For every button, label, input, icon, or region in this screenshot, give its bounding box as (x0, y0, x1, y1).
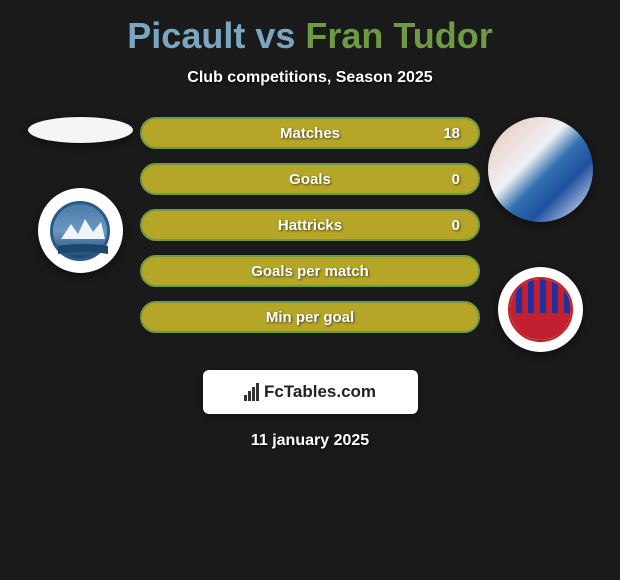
player2-avatar (488, 117, 593, 222)
comparison-card: Picault vs Fran Tudor Club competitions,… (0, 0, 620, 465)
watermark[interactable]: FcTables.com (203, 370, 418, 414)
stat-bar-goals: Goals 0 (140, 163, 480, 195)
rakow-logo (508, 277, 573, 342)
player1-column (20, 117, 140, 273)
stat-bars: Matches 18 Goals 0 Hattricks 0 Goals per match… (140, 117, 480, 333)
page-title: Picault vs Fran Tudor (127, 15, 492, 57)
stat-bar-goals-per-match: Goals per match (140, 255, 480, 287)
stat-value-player2: 18 (443, 125, 460, 142)
stat-value-player2: 0 (452, 171, 460, 188)
player2-name: Fran Tudor (305, 15, 492, 56)
date-text: 11 january 2025 (251, 432, 369, 450)
whitecaps-logo (50, 201, 110, 261)
player1-avatar (28, 117, 133, 143)
stat-label: Goals per match (251, 263, 369, 280)
player1-name: Picault (127, 15, 245, 56)
stat-bar-matches: Matches 18 (140, 117, 480, 149)
stat-label: Hattricks (278, 217, 342, 234)
stat-bar-hattricks: Hattricks 0 (140, 209, 480, 241)
stat-bar-min-per-goal: Min per goal (140, 301, 480, 333)
watermark-text: FcTables.com (264, 382, 376, 402)
subtitle: Club competitions, Season 2025 (187, 69, 432, 87)
stat-label: Matches (280, 125, 340, 142)
player2-column (480, 117, 600, 352)
stat-label: Goals (289, 171, 331, 188)
vs-separator: vs (255, 15, 305, 56)
fctables-icon (244, 383, 259, 401)
content-area: Matches 18 Goals 0 Hattricks 0 Goals per match… (10, 117, 610, 352)
stat-value-player2: 0 (452, 217, 460, 234)
player2-club-badge (498, 267, 583, 352)
whitecaps-logo-svg (53, 204, 113, 264)
stat-label: Min per goal (266, 309, 354, 326)
player1-club-badge (38, 188, 123, 273)
